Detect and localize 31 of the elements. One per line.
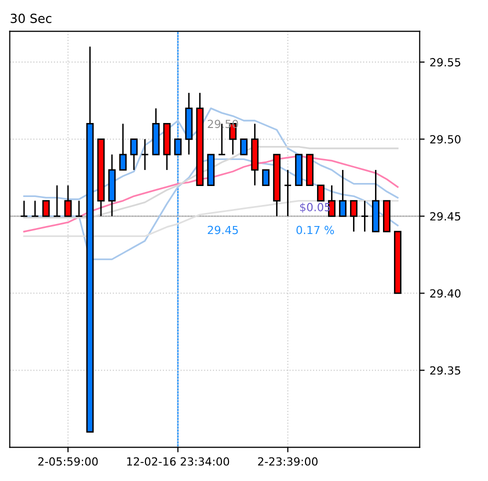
candlestick: [64, 184, 72, 217]
candlestick: [328, 184, 336, 217]
candlestick: [174, 138, 182, 156]
annotation: 29.50: [208, 120, 238, 128]
candlestick: [240, 138, 248, 156]
candlestick: [284, 169, 292, 217]
candlestick: [317, 184, 324, 202]
candlestick: [20, 200, 28, 217]
y-tick-label: 29.50: [430, 135, 460, 144]
line-series: [23, 200, 399, 238]
x-tick-label: 12-02-16 23:34:00: [127, 457, 230, 466]
candlestick: [53, 184, 62, 217]
x-tick-label: 2-23:39:00: [258, 457, 318, 466]
candlestick: [350, 200, 358, 232]
y-tick-label: 29.45: [430, 212, 460, 221]
candlestick: [119, 123, 127, 171]
line-series: [23, 155, 399, 232]
y-tick-label: 29.55: [430, 58, 460, 66]
y-tick-label: 29.35: [430, 366, 460, 375]
annotation: 0.17 %: [296, 226, 334, 234]
candlestick: [31, 200, 40, 217]
x-tick-label: 2-05:59:00: [38, 457, 98, 466]
candlestick: [262, 169, 270, 186]
candlestick: [130, 138, 138, 171]
candlestick: [75, 200, 83, 217]
y-tick-label: 29.40: [430, 289, 460, 298]
chart-title: 30 Sec: [10, 14, 52, 24]
candlestick: [360, 200, 369, 232]
candlestick: [42, 200, 50, 217]
annotation: 29.45: [208, 226, 238, 234]
candlestick: [339, 169, 346, 217]
